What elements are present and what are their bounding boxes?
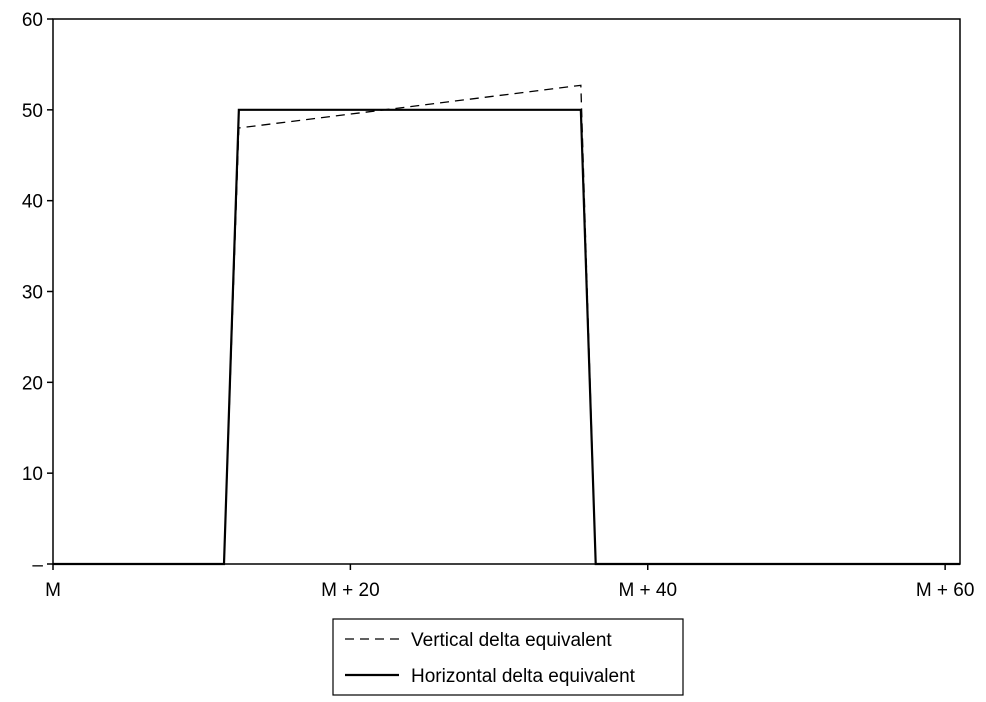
- x-axis: M M + 20 M + 40 M + 60: [45, 564, 974, 601]
- legend-label: Vertical delta equivalent: [411, 630, 612, 651]
- legend-box: [332, 618, 684, 696]
- y-tick-label: –: [32, 555, 43, 576]
- x-tick-label: M + 40: [618, 580, 677, 601]
- y-tick-label: 60: [22, 10, 43, 31]
- series-line-vertical-delta: [53, 84, 960, 565]
- x-tick-label: M + 60: [916, 580, 975, 601]
- series-line-horizontal-delta: [53, 108, 960, 566]
- y-tick-label: 50: [22, 101, 43, 122]
- legend-label: Horizontal delta equivalent: [411, 666, 636, 687]
- plot-area-frame: [52, 18, 961, 565]
- x-tick-label: M + 20: [321, 580, 380, 601]
- y-tick-label: 40: [22, 192, 43, 213]
- y-tick-label: 20: [22, 373, 43, 394]
- y-tick-label: 30: [22, 283, 43, 304]
- legend: Vertical delta equivalent Horizontal delt…: [332, 618, 684, 696]
- y-tick-label: 10: [22, 464, 43, 485]
- y-axis: – 10 20 30 40 50 60: [22, 10, 53, 576]
- series-layer: [53, 84, 960, 566]
- x-tick-label: M: [45, 580, 61, 601]
